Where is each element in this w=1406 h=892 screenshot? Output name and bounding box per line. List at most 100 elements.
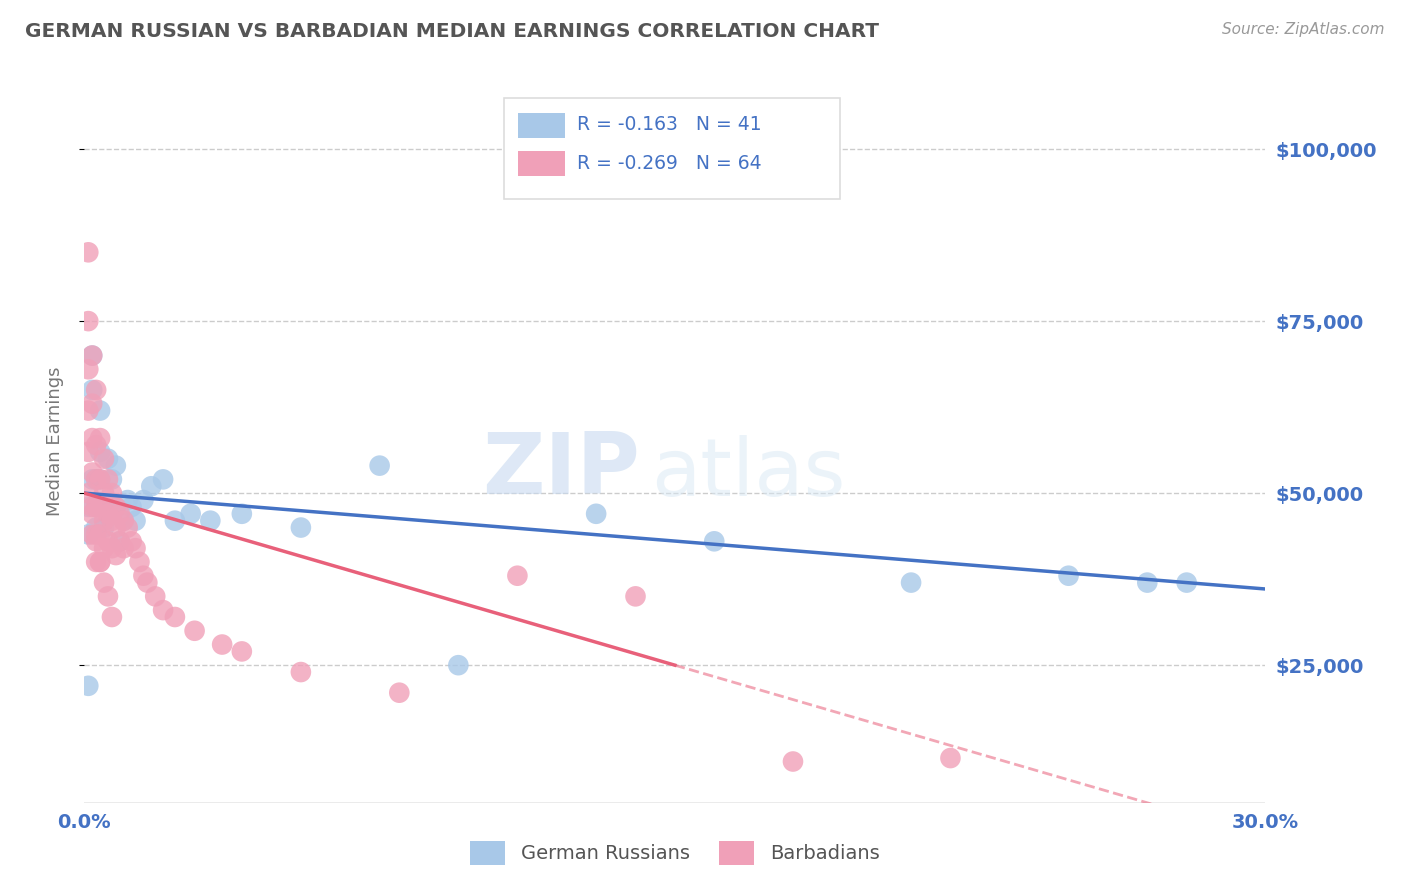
Point: [101, 610, 124, 624]
Point: [82, 397, 104, 411]
Point: [141, 479, 163, 493]
Point: [121, 534, 143, 549]
Point: [703, 534, 725, 549]
Point: [368, 458, 391, 473]
Point: [77, 679, 100, 693]
Point: [900, 575, 922, 590]
Point: [77, 362, 100, 376]
Point: [104, 548, 127, 562]
Point: [163, 514, 186, 528]
Point: [82, 507, 104, 521]
Point: [585, 507, 607, 521]
Point: [89, 555, 111, 569]
FancyBboxPatch shape: [517, 112, 565, 138]
Point: [124, 514, 146, 528]
Point: [89, 555, 111, 569]
Point: [136, 575, 159, 590]
Text: Source: ZipAtlas.com: Source: ZipAtlas.com: [1222, 22, 1385, 37]
Point: [93, 500, 115, 514]
Point: [152, 603, 174, 617]
Point: [77, 500, 100, 514]
Point: [624, 590, 647, 604]
Point: [84, 472, 107, 486]
Point: [112, 514, 135, 528]
Y-axis label: Median Earnings: Median Earnings: [45, 367, 63, 516]
Point: [447, 658, 470, 673]
Point: [117, 493, 139, 508]
Point: [77, 527, 100, 541]
Point: [97, 507, 120, 521]
Point: [84, 438, 107, 452]
Point: [183, 624, 205, 638]
Point: [97, 451, 120, 466]
Point: [82, 349, 104, 363]
Point: [89, 472, 111, 486]
Point: [93, 451, 115, 466]
Point: [104, 458, 127, 473]
Text: GERMAN RUSSIAN VS BARBADIAN MEDIAN EARNINGS CORRELATION CHART: GERMAN RUSSIAN VS BARBADIAN MEDIAN EARNI…: [25, 22, 879, 41]
Point: [77, 486, 100, 500]
Point: [108, 534, 131, 549]
Point: [89, 431, 111, 445]
Point: [121, 500, 143, 514]
Point: [93, 575, 115, 590]
Point: [104, 500, 127, 514]
Point: [104, 520, 127, 534]
Point: [89, 500, 111, 514]
Point: [82, 383, 104, 397]
Point: [163, 610, 186, 624]
Point: [290, 520, 312, 534]
FancyBboxPatch shape: [503, 98, 841, 200]
Point: [84, 555, 107, 569]
Point: [97, 534, 120, 549]
Point: [93, 541, 115, 556]
Point: [84, 500, 107, 514]
Point: [128, 555, 150, 569]
Point: [211, 638, 233, 652]
Point: [97, 472, 120, 486]
Point: [124, 541, 146, 556]
Point: [1057, 568, 1080, 582]
Point: [132, 493, 155, 508]
Point: [89, 527, 111, 541]
Point: [143, 590, 166, 604]
Point: [101, 486, 124, 500]
Point: [97, 507, 120, 521]
Point: [82, 472, 104, 486]
Point: [782, 755, 804, 769]
Point: [93, 520, 115, 534]
Point: [84, 534, 107, 549]
Point: [93, 514, 115, 528]
Point: [104, 500, 127, 514]
Point: [93, 486, 115, 500]
FancyBboxPatch shape: [517, 151, 565, 177]
Point: [101, 472, 124, 486]
Point: [82, 466, 104, 480]
Point: [132, 568, 155, 582]
Text: R = -0.269   N = 64: R = -0.269 N = 64: [576, 153, 762, 173]
Point: [82, 527, 104, 541]
Point: [82, 349, 104, 363]
Point: [1136, 575, 1159, 590]
Point: [231, 644, 253, 658]
Point: [84, 472, 107, 486]
Point: [84, 527, 107, 541]
Point: [82, 431, 104, 445]
Point: [939, 751, 962, 765]
Point: [200, 514, 222, 528]
Point: [112, 541, 135, 556]
Point: [101, 541, 124, 556]
Point: [89, 472, 111, 486]
Point: [84, 500, 107, 514]
Legend: German Russians, Barbadians: German Russians, Barbadians: [463, 833, 887, 872]
Point: [77, 245, 100, 260]
Point: [82, 500, 104, 514]
Point: [290, 665, 312, 679]
Point: [180, 507, 202, 521]
Point: [77, 403, 100, 417]
Text: R = -0.163   N = 41: R = -0.163 N = 41: [576, 115, 762, 134]
Point: [1175, 575, 1198, 590]
Point: [152, 472, 174, 486]
Point: [112, 514, 135, 528]
Point: [231, 507, 253, 521]
